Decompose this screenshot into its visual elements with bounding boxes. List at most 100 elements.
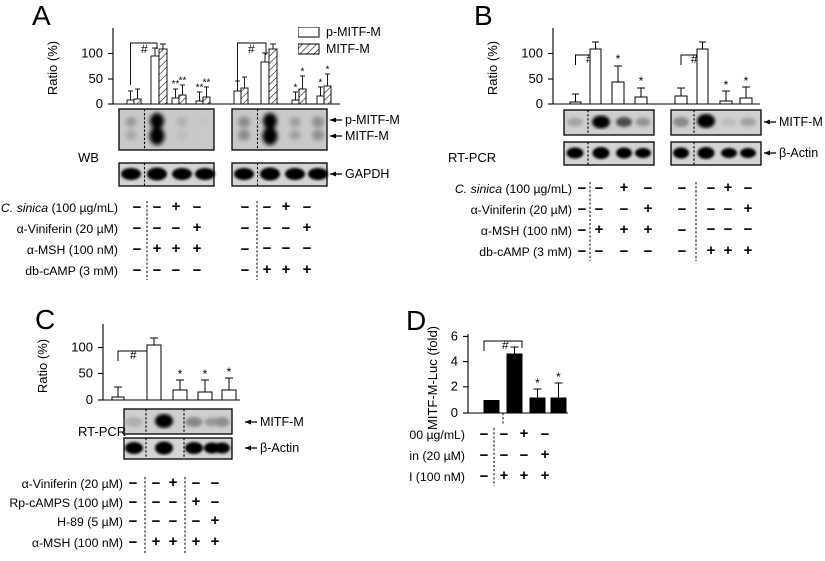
svg-text:**: ** [203, 78, 211, 89]
svg-text:−: − [500, 427, 509, 443]
svg-text:−: − [129, 534, 138, 551]
svg-text:−: − [620, 243, 629, 260]
svg-text:−: − [303, 240, 312, 257]
svg-text:+: + [744, 242, 753, 259]
svg-text:MITF-M: MITF-M [345, 129, 389, 143]
svg-text:Ratio (%): Ratio (%) [485, 41, 500, 95]
svg-text:*: * [227, 365, 232, 379]
svg-text:p-MITF-M: p-MITF-M [345, 113, 400, 127]
svg-text:#: # [141, 42, 148, 56]
svg-text:50: 50 [529, 71, 543, 86]
svg-text:−: − [678, 181, 687, 197]
svg-text:α-MSH (100 nM): α-MSH (100 nM) [410, 470, 465, 484]
svg-text:+: + [282, 261, 291, 278]
svg-text:*: * [724, 78, 729, 92]
svg-text:*: * [616, 52, 621, 66]
svg-text:−: − [211, 476, 220, 492]
svg-text:+: + [620, 181, 629, 196]
svg-text:−: − [193, 200, 202, 216]
svg-text:−: − [263, 220, 272, 237]
svg-text:−: − [241, 262, 250, 279]
svg-text:−: − [129, 513, 138, 530]
svg-text:−: − [480, 468, 489, 485]
svg-text:−: − [644, 181, 653, 197]
svg-text:p-MITF-M: p-MITF-M [326, 27, 381, 39]
svg-text:+: + [211, 512, 220, 529]
svg-text:GAPDH: GAPDH [345, 167, 389, 181]
svg-text:−: − [541, 427, 550, 443]
svg-text:α-MSH (100 nM): α-MSH (100 nM) [481, 224, 572, 238]
svg-text:−: − [480, 427, 489, 443]
svg-text:β-Actin: β-Actin [779, 146, 818, 160]
svg-text:−: − [192, 476, 201, 492]
svg-text:+: + [644, 221, 653, 238]
svg-text:*: * [535, 376, 540, 390]
svg-text:Ratio (%): Ratio (%) [35, 339, 50, 393]
svg-text:*: * [639, 74, 644, 88]
svg-text:−: − [129, 476, 138, 492]
svg-text:+: + [169, 476, 178, 491]
svg-text:+: + [520, 467, 529, 484]
svg-text:−: − [169, 513, 178, 530]
svg-text:db-cAMP (3 mM): db-cAMP (3 mM) [25, 264, 118, 278]
svg-text:+: + [172, 240, 181, 257]
svg-text:−: − [263, 200, 272, 216]
svg-text:−: − [133, 262, 142, 279]
svg-text:−: − [678, 201, 687, 218]
svg-text:−: − [620, 201, 629, 218]
svg-text:−: − [644, 243, 653, 260]
svg-text:+: + [193, 240, 202, 257]
svg-text:+: + [744, 200, 753, 217]
svg-text:α-Viniferin (20 µM): α-Viniferin (20 µM) [17, 222, 118, 236]
svg-text:−: − [678, 243, 687, 260]
svg-text:−: − [211, 494, 220, 511]
svg-text:−: − [263, 240, 272, 257]
svg-text:*: * [556, 370, 561, 384]
svg-text:+: + [620, 221, 629, 238]
svg-text:−: − [153, 220, 162, 237]
svg-text:−: − [193, 262, 202, 279]
svg-text:−: − [152, 513, 161, 530]
svg-text:−: − [578, 243, 587, 260]
svg-text:*: * [319, 78, 323, 89]
svg-text:−: − [724, 221, 733, 238]
svg-text:MITF-M: MITF-M [260, 415, 304, 429]
svg-text:−: − [153, 262, 162, 279]
svg-text:−: − [192, 513, 201, 530]
svg-text:MITF-M-Luc (fold): MITF-M-Luc (fold) [425, 326, 440, 430]
svg-text:Ratio (%): Ratio (%) [45, 41, 60, 95]
svg-text:+: + [192, 533, 201, 550]
svg-text:−: − [595, 201, 604, 218]
svg-text:+: + [707, 242, 716, 259]
svg-text:−: − [578, 222, 587, 239]
svg-text:−: − [480, 447, 489, 464]
svg-text:C. sinica (100 µg/mL): C. sinica (100 µg/mL) [410, 428, 465, 442]
svg-text:#: # [130, 348, 137, 362]
svg-text:MITF-M: MITF-M [779, 115, 823, 129]
svg-text:2: 2 [451, 379, 458, 394]
svg-text:−: − [282, 220, 291, 237]
svg-text:−: − [500, 447, 509, 464]
svg-text:α-MSH (100 nM): α-MSH (100 nM) [27, 243, 118, 257]
svg-text:−: − [678, 222, 687, 239]
svg-text:+: + [192, 493, 201, 510]
svg-text:−: − [520, 447, 529, 464]
svg-text:−: − [303, 200, 312, 216]
svg-text:−: − [152, 476, 161, 492]
svg-text:#: # [248, 42, 255, 56]
svg-text:*: * [203, 367, 208, 381]
svg-text:*: * [294, 83, 298, 94]
svg-text:−: − [744, 181, 753, 197]
svg-text:+: + [520, 427, 529, 442]
svg-text:−: − [133, 241, 142, 258]
svg-text:**: ** [179, 76, 187, 87]
svg-text:α-Viniferin (20 µM): α-Viniferin (20 µM) [410, 449, 465, 463]
svg-text:+: + [644, 200, 653, 217]
svg-text:+: + [595, 221, 604, 238]
svg-text:+: + [303, 219, 312, 236]
svg-text:0: 0 [451, 405, 458, 420]
svg-text:−: − [707, 221, 716, 238]
svg-text:−: − [744, 221, 753, 238]
svg-text:−: − [169, 494, 178, 511]
svg-text:*: * [744, 74, 749, 88]
